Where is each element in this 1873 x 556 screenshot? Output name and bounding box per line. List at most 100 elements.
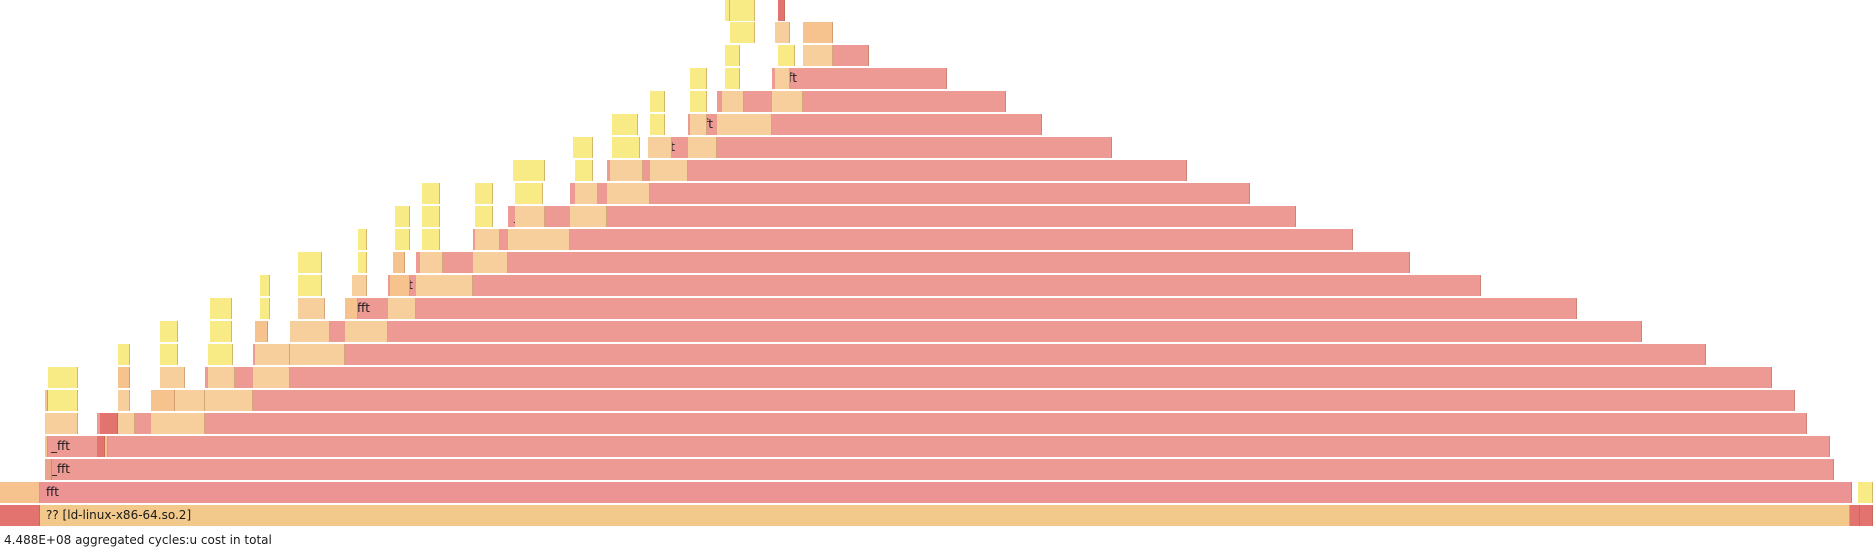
flame-frame[interactable] <box>358 252 367 273</box>
flame-frame[interactable] <box>395 229 410 250</box>
flame-frame[interactable] <box>570 206 607 227</box>
frame-fft[interactable]: _fft <box>717 91 1006 112</box>
flame-frame[interactable] <box>0 505 40 526</box>
flame-frame[interactable] <box>118 413 135 434</box>
flame-frame[interactable] <box>730 0 755 21</box>
flame-frame[interactable] <box>298 252 322 273</box>
flame-frame[interactable] <box>612 114 638 135</box>
flame-frame[interactable] <box>45 390 48 411</box>
flame-frame[interactable] <box>210 321 232 342</box>
flame-frame[interactable] <box>475 183 493 204</box>
flame-frame[interactable] <box>575 183 598 204</box>
flame-frame[interactable] <box>515 183 543 204</box>
flame-frame[interactable] <box>508 229 570 250</box>
flame-frame[interactable] <box>722 91 744 112</box>
frame-fft[interactable]: _fft <box>45 436 1830 457</box>
flame-frame[interactable] <box>422 206 440 227</box>
flame-frame[interactable] <box>290 344 345 365</box>
flame-frame[interactable] <box>358 229 367 250</box>
flame-frame[interactable] <box>650 114 665 135</box>
flame-frame[interactable] <box>395 206 410 227</box>
flame-frame[interactable] <box>345 321 388 342</box>
flame-frame[interactable] <box>648 137 672 158</box>
frame-fft[interactable]: _fft <box>416 252 1410 273</box>
flame-frame[interactable] <box>607 183 650 204</box>
flame-frame[interactable] <box>175 390 205 411</box>
flame-frame[interactable] <box>778 0 785 21</box>
frame-fft[interactable]: _fft <box>253 344 1706 365</box>
frame-fft[interactable]: _fft <box>570 183 1250 204</box>
frame-fft[interactable]: _fft <box>205 367 1772 388</box>
frame-fft[interactable]: _fft <box>97 413 1807 434</box>
flame-frame[interactable] <box>45 436 48 457</box>
flame-frame[interactable] <box>730 22 755 43</box>
flame-frame[interactable] <box>422 229 440 250</box>
flame-frame[interactable] <box>422 183 440 204</box>
flame-frame[interactable] <box>100 413 118 434</box>
flame-frame[interactable] <box>772 91 803 112</box>
flame-frame[interactable] <box>775 68 790 89</box>
flame-frame[interactable] <box>610 160 643 181</box>
flame-frame[interactable] <box>352 275 367 296</box>
flame-frame[interactable] <box>473 252 508 273</box>
frame-fft[interactable]: fft <box>40 482 1852 503</box>
flame-frame[interactable] <box>118 344 130 365</box>
flame-frame[interactable] <box>255 321 268 342</box>
flame-frame[interactable] <box>717 114 772 135</box>
flame-frame[interactable] <box>97 436 105 457</box>
flame-frame[interactable] <box>612 137 640 158</box>
flame-frame[interactable] <box>208 367 235 388</box>
flame-frame[interactable] <box>416 275 473 296</box>
flame-frame[interactable] <box>105 436 108 457</box>
flame-frame[interactable] <box>160 367 185 388</box>
flame-frame[interactable] <box>205 390 253 411</box>
frame-root[interactable]: ?? [ld-linux-x86-64.so.2] <box>40 505 1850 526</box>
flame-frame[interactable] <box>725 45 740 66</box>
flame-frame[interactable] <box>573 137 593 158</box>
frame-fft[interactable]: _fft <box>290 321 1642 342</box>
flame-frame[interactable] <box>260 275 270 296</box>
flame-frame[interactable] <box>390 275 410 296</box>
frame-fft[interactable]: _fft <box>345 298 1577 319</box>
flame-frame[interactable] <box>575 160 593 181</box>
flame-frame[interactable] <box>475 229 500 250</box>
frame-fft[interactable]: _fft <box>607 160 1187 181</box>
flame-frame[interactable] <box>48 367 78 388</box>
flame-frame[interactable] <box>118 390 130 411</box>
flame-frame[interactable] <box>253 367 290 388</box>
flame-frame[interactable] <box>45 459 52 480</box>
flame-frame[interactable] <box>255 344 290 365</box>
flame-frame[interactable] <box>650 160 688 181</box>
flame-frame[interactable] <box>475 206 493 227</box>
flame-frame[interactable] <box>210 298 232 319</box>
flame-frame[interactable] <box>690 114 707 135</box>
flame-frame[interactable] <box>420 252 443 273</box>
flame-frame[interactable] <box>118 367 130 388</box>
flame-frame[interactable] <box>298 275 322 296</box>
frame-fft[interactable]: _fft <box>151 390 1795 411</box>
flame-frame[interactable] <box>151 390 175 411</box>
flame-frame[interactable] <box>160 321 178 342</box>
flame-frame[interactable] <box>1860 505 1873 526</box>
flame-frame[interactable] <box>803 22 833 43</box>
flame-frame[interactable] <box>208 344 233 365</box>
flame-frame[interactable] <box>298 298 325 319</box>
flame-frame[interactable] <box>393 252 405 273</box>
flame-frame[interactable] <box>690 91 707 112</box>
frame-fft[interactable]: _fft <box>508 206 1296 227</box>
flame-frame[interactable] <box>151 413 205 434</box>
frame-fft[interactable]: _fft <box>650 137 1112 158</box>
flame-frame[interactable] <box>650 91 665 112</box>
flame-frame[interactable] <box>515 206 545 227</box>
flame-frame[interactable] <box>775 22 790 43</box>
flame-frame[interactable] <box>0 482 40 503</box>
frame-fft[interactable]: _fft <box>45 459 1834 480</box>
flame-frame[interactable] <box>45 413 78 434</box>
flame-frame[interactable] <box>803 45 833 66</box>
flame-frame[interactable] <box>1850 505 1860 526</box>
frame-fft[interactable]: _fft <box>772 68 947 89</box>
flame-frame[interactable] <box>688 137 717 158</box>
frame-fft[interactable]: _fft <box>473 229 1353 250</box>
flame-frame[interactable] <box>290 321 330 342</box>
flame-frame[interactable] <box>690 68 707 89</box>
